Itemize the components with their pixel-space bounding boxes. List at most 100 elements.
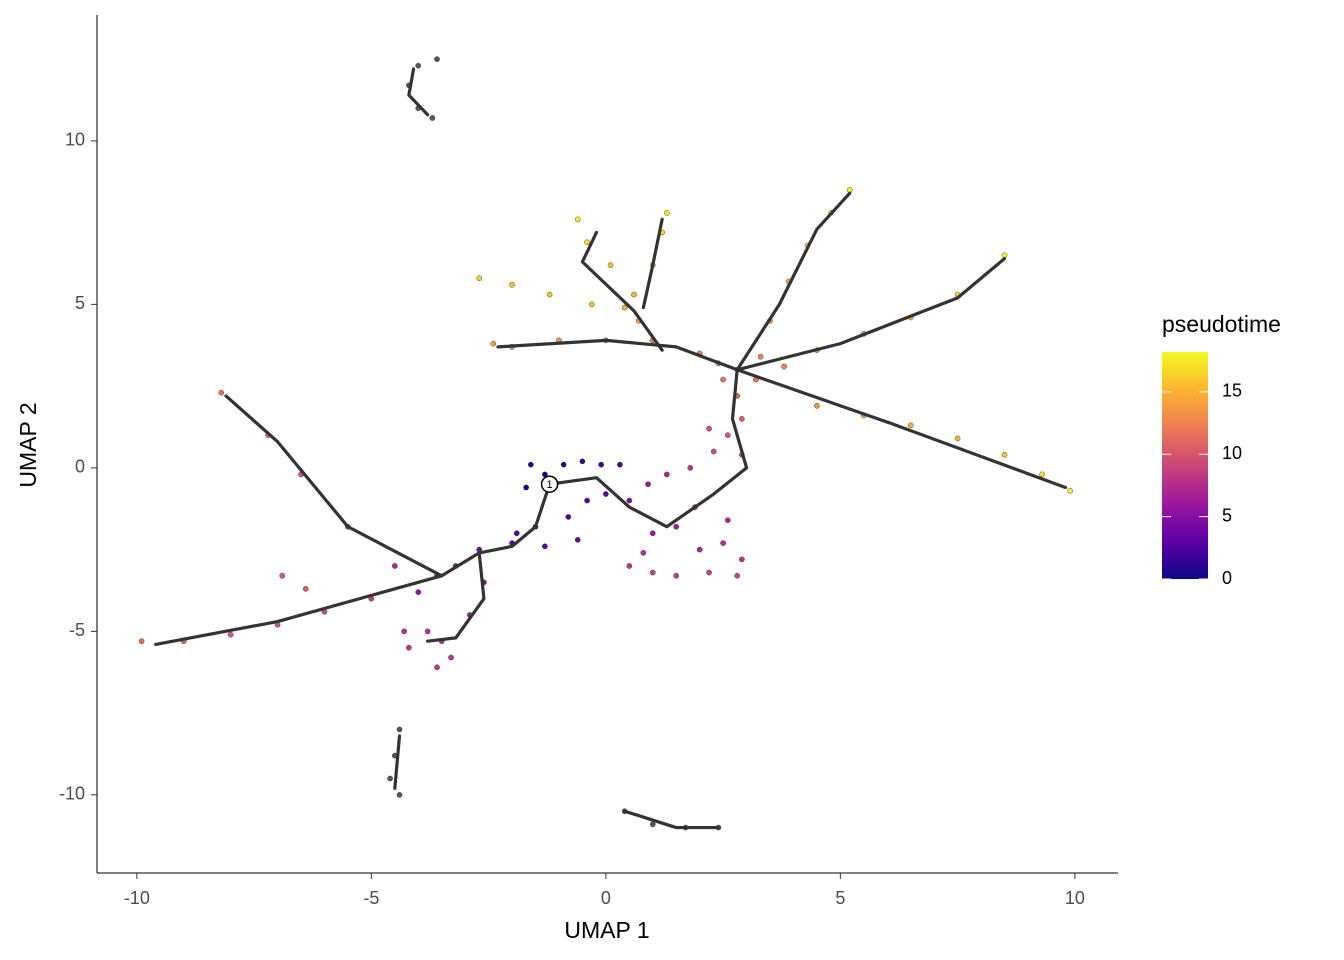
cell-point [490,340,497,347]
y-axis-title: UMAP 2 [15,402,41,487]
cell-point [227,631,234,638]
cell-point [302,586,309,592]
cell-point [739,416,745,422]
cell-point [706,569,712,576]
cell-point [584,497,590,504]
trajectory [154,482,552,647]
cell-point [523,484,529,491]
cell-point [720,376,726,383]
cell-point [415,589,422,595]
trajectory [426,551,486,643]
cell-point [739,556,745,563]
cell-point [724,517,731,523]
cell-point [392,563,398,569]
cell-point [607,262,614,268]
colorbar-tick-label: 5 [1222,505,1232,525]
cell-point [434,56,440,62]
cell-point [415,62,422,69]
cell-point [603,491,609,497]
y-tick-label: -10 [59,784,85,804]
cell-point [720,540,726,546]
cell-point [542,543,548,550]
cell-point [706,425,712,432]
x-tick-label: 0 [601,888,611,908]
y-tick-label: -5 [69,620,85,640]
cell-point [598,461,604,468]
cell-point [387,775,393,782]
cell-point [546,291,553,298]
x-axis-title: UMAP 1 [564,917,649,943]
cell-point [406,644,412,651]
cell-point [565,514,572,520]
trajectory [393,734,402,790]
cell-point [574,537,581,543]
cell-point [584,239,590,246]
colorbar-tick-label: 10 [1222,443,1242,463]
trajectory [224,394,444,578]
cell-point [664,210,670,216]
y-tick-label: 0 [75,457,85,477]
cell-point [396,726,403,733]
cell-point [1001,451,1008,458]
cell-point [907,422,914,429]
cell-point [673,572,680,579]
cell-point [218,389,225,396]
colorbar [1162,352,1208,579]
cell-point [513,530,520,537]
cell-point [814,402,820,409]
cell-point [645,481,651,488]
cell-point [649,530,656,537]
cell-point [279,572,286,579]
cell-point [429,115,436,121]
cell-point [509,281,515,288]
cell-point [724,432,731,438]
cell-point [640,550,647,556]
trajectory [580,230,664,352]
cell-point [649,569,656,576]
cell-point [138,638,145,644]
x-tick-label: 10 [1065,888,1085,908]
trajectory [735,191,852,372]
cell-point [588,301,595,308]
cell-point [631,291,637,298]
cell-point [649,821,656,828]
cell-point [664,471,670,478]
cell-point [560,461,567,468]
trajectory [407,67,430,117]
cell-point [687,465,694,471]
cell-point [673,523,680,530]
colorbar-tick-label: 0 [1222,568,1232,588]
x-tick-label: -10 [124,888,150,908]
cell-point [448,654,454,661]
colorbar-tick-label: 15 [1222,381,1242,401]
cell-point [710,448,717,455]
cell-point [626,563,633,569]
trajectory [623,809,721,830]
trajectory [735,368,1068,490]
cell-point [696,546,703,553]
cell-point [954,435,961,442]
cell-point [401,628,407,635]
x-tick-label: -5 [363,888,379,908]
y-tick-label: 5 [75,293,85,313]
cell-point [757,353,764,360]
trajectory [735,257,1007,372]
cell-point [476,275,483,282]
cell-point [734,572,740,579]
cell-point [434,664,440,671]
cell-point [617,461,623,468]
x-tick-label: 5 [835,888,845,908]
cell-point [1039,471,1045,478]
cell-point [626,497,633,504]
legend-title: pseudotime [1162,311,1281,337]
cell-point [579,458,586,465]
cell-point [574,216,581,223]
cell-point [1067,487,1073,494]
trajectory [496,338,739,372]
y-tick-label: 10 [65,130,85,150]
cell-point [621,304,628,311]
cell-point [528,461,534,468]
trajectory [641,217,664,310]
root-node [540,475,559,493]
